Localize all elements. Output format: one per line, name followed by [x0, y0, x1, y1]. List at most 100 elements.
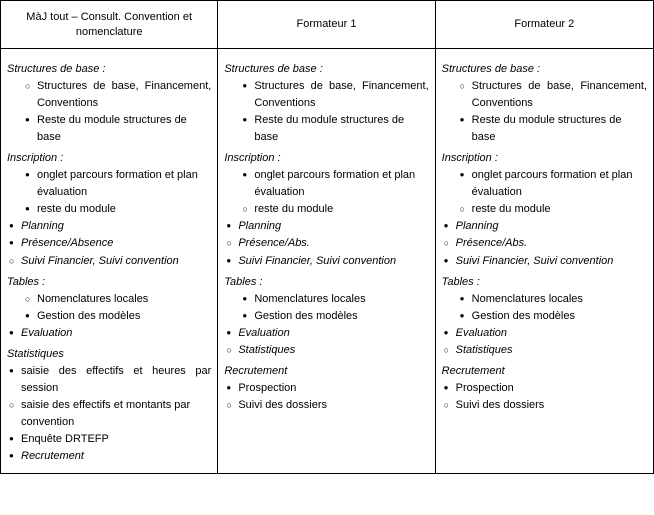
list-item: Suivi des dossiers [224, 397, 428, 414]
bullet-filled-icon [25, 112, 37, 129]
section-title: Recrutement [442, 363, 647, 380]
bullet-filled-icon [460, 112, 472, 129]
column-header: Formateur 2 [436, 1, 653, 49]
bullet-filled-icon [242, 291, 254, 308]
bullet-filled-icon [9, 325, 21, 342]
list-item-text: Reste du module structures de base [37, 112, 211, 146]
bullet-hollow-icon [25, 291, 37, 308]
list-item: Reste du module structures de base [7, 112, 211, 146]
bullet-filled-icon [25, 167, 37, 184]
bullet-filled-icon [9, 218, 21, 235]
list-item-text: Présence/Absence [21, 235, 211, 252]
list-item-text: onglet parcours formation et plan évalua… [472, 167, 647, 201]
list-item-text: Recrutement [21, 448, 211, 465]
list-item-text: saisie des effectifs et heures par sessi… [21, 363, 211, 397]
list-item: Evaluation [7, 325, 211, 342]
bullet-hollow-icon [226, 397, 238, 414]
bullet-hollow-icon [9, 397, 21, 414]
list-item: Statistiques [224, 342, 428, 359]
bullet-hollow-icon [9, 253, 21, 270]
list-item-text: Planning [456, 218, 647, 235]
column-header: MàJ tout – Consult. Convention et nomenc… [1, 1, 217, 49]
column-1: Formateur 1Structures de base :Structure… [218, 1, 435, 473]
list-item: Enquête DRTEFP [7, 431, 211, 448]
list-item: Suivi Financier, Suivi convention [7, 253, 211, 270]
bullet-filled-icon [444, 325, 456, 342]
list-item: Nomenclatures locales [7, 291, 211, 308]
list-item-text: saisie des effectifs et montants par con… [21, 397, 211, 431]
bullet-filled-icon [25, 308, 37, 325]
bullet-filled-icon [9, 235, 21, 252]
bullet-filled-icon [460, 291, 472, 308]
list-item: reste du module [442, 201, 647, 218]
list-item: Gestion des modèles [224, 308, 428, 325]
list-item: Présence/Abs. [224, 235, 428, 252]
bullet-filled-icon [460, 308, 472, 325]
bullet-filled-icon [9, 363, 21, 380]
bullet-filled-icon [242, 78, 254, 95]
list-item: Suivi Financier, Suivi convention [224, 253, 428, 270]
bullet-hollow-icon [226, 342, 238, 359]
list-item-text: Suivi Financier, Suivi convention [238, 253, 428, 270]
column-2: Formateur 2Structures de base :Structure… [436, 1, 653, 473]
bullet-filled-icon [460, 167, 472, 184]
bullet-filled-icon [9, 431, 21, 448]
bullet-filled-icon [444, 253, 456, 270]
bullet-filled-icon [9, 448, 21, 465]
bullet-hollow-icon [460, 78, 472, 95]
list-item-text: Nomenclatures locales [37, 291, 211, 308]
list-item-text: Evaluation [238, 325, 428, 342]
list-item-text: Gestion des modèles [37, 308, 211, 325]
section-title: Tables : [7, 274, 211, 291]
list-item-text: Prospection [456, 380, 647, 397]
bullet-filled-icon [226, 380, 238, 397]
section-title: Recrutement [224, 363, 428, 380]
section-title: Structures de base : [7, 61, 211, 78]
list-item: onglet parcours formation et plan évalua… [224, 167, 428, 201]
list-item: Structures de base, Financement, Convent… [7, 78, 211, 112]
bullet-hollow-icon [444, 235, 456, 252]
list-item-text: reste du module [37, 201, 211, 218]
list-item-text: Gestion des modèles [254, 308, 428, 325]
list-item-text: reste du module [472, 201, 647, 218]
list-item: reste du module [7, 201, 211, 218]
list-item-text: Evaluation [21, 325, 211, 342]
list-item: Evaluation [442, 325, 647, 342]
list-item-text: Structures de base, Financement, Convent… [37, 78, 211, 112]
list-item-text: Statistiques [456, 342, 647, 359]
list-item-text: Suivi des dossiers [238, 397, 428, 414]
list-item: Suivi des dossiers [442, 397, 647, 414]
list-item: saisie des effectifs et montants par con… [7, 397, 211, 431]
list-item: Reste du module structures de base [442, 112, 647, 146]
bullet-hollow-icon [444, 342, 456, 359]
list-item: Prospection [224, 380, 428, 397]
bullet-filled-icon [242, 112, 254, 129]
list-item-text: Structures de base, Financement, Convent… [254, 78, 428, 112]
list-item-text: Nomenclatures locales [472, 291, 647, 308]
list-item-text: Suivi des dossiers [456, 397, 647, 414]
list-item: saisie des effectifs et heures par sessi… [7, 363, 211, 397]
list-item: Prospection [442, 380, 647, 397]
list-item-text: Structures de base, Financement, Convent… [472, 78, 647, 112]
column-header: Formateur 1 [218, 1, 434, 49]
list-item: Reste du module structures de base [224, 112, 428, 146]
comparison-table: MàJ tout – Consult. Convention et nomenc… [0, 0, 654, 474]
list-item: Suivi Financier, Suivi convention [442, 253, 647, 270]
list-item-text: Enquête DRTEFP [21, 431, 211, 448]
list-item: Planning [224, 218, 428, 235]
section-title: Tables : [442, 274, 647, 291]
bullet-filled-icon [242, 308, 254, 325]
list-item: Evaluation [224, 325, 428, 342]
list-item-text: Planning [238, 218, 428, 235]
list-item-text: onglet parcours formation et plan évalua… [254, 167, 428, 201]
list-item-text: Nomenclatures locales [254, 291, 428, 308]
section-title: Inscription : [442, 150, 647, 167]
column-body: Structures de base :Structures de base, … [436, 49, 653, 422]
list-item-text: Statistiques [238, 342, 428, 359]
list-item-text: onglet parcours formation et plan évalua… [37, 167, 211, 201]
bullet-hollow-icon [444, 397, 456, 414]
bullet-hollow-icon [460, 201, 472, 218]
list-item: Planning [7, 218, 211, 235]
list-item-text: Présence/Abs. [238, 235, 428, 252]
bullet-filled-icon [226, 218, 238, 235]
